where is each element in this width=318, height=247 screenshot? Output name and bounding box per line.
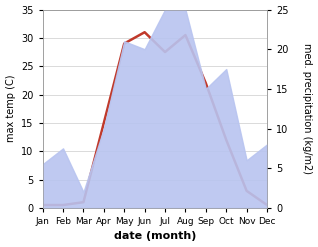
X-axis label: date (month): date (month) [114, 231, 196, 242]
Y-axis label: max temp (C): max temp (C) [5, 75, 16, 143]
Y-axis label: med. precipitation (kg/m2): med. precipitation (kg/m2) [302, 43, 313, 174]
